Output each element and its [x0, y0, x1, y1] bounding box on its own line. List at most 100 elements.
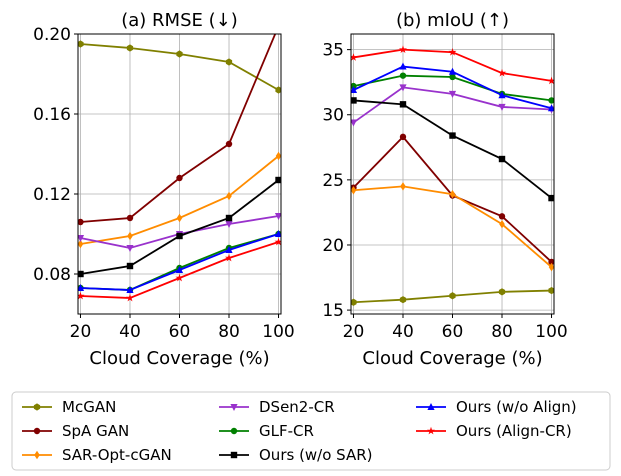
- legend-marker-swatch: [33, 427, 41, 435]
- miou-point-dsen2-cr: [399, 84, 407, 92]
- miou-point-sar-opt-cgan: [548, 262, 554, 272]
- rmse-point-ours-w-o-sar: [176, 232, 183, 240]
- miou-point-mcgan: [399, 296, 407, 304]
- legend-label: McGAN: [62, 398, 116, 416]
- rmse-point-spa-gan: [78, 218, 84, 226]
- legend-label: SAR-Opt-cGAN: [62, 446, 172, 464]
- miou-xtick-label: 60: [442, 322, 464, 342]
- legend-entry-mcgan: McGAN: [22, 398, 116, 416]
- rmse-point-ours-w-o-align: [175, 266, 184, 273]
- legend-marker-swatch: [230, 404, 238, 411]
- miou-point-ours-w-o-align: [547, 104, 554, 112]
- rmse-xtick-label: 80: [218, 322, 240, 342]
- miou-point-ours-w-o-align: [448, 67, 457, 75]
- miou-point-sar-opt-cgan: [400, 182, 406, 191]
- miou-point-ours-w-o-align: [351, 86, 358, 93]
- rmse-point-ours-align-cr: [78, 291, 85, 300]
- rmse-point-spa-gan: [126, 214, 134, 222]
- rmse-point-ours-align-cr: [274, 237, 281, 246]
- rmse-xtick-label: 20: [70, 322, 92, 342]
- miou-point-sar-opt-cgan: [499, 219, 505, 229]
- legend-entry-sar-opt-cgan: SAR-Opt-cGAN: [22, 446, 172, 464]
- miou-ytick-label: 35: [322, 41, 344, 61]
- legend-entry-spa-gan: SpA GAN: [22, 422, 129, 440]
- rmse-point-ours-align-cr: [225, 253, 234, 262]
- legend-marker-swatch: [230, 427, 238, 435]
- legend-label: SpA GAN: [62, 422, 129, 440]
- legend-box: [11, 391, 611, 471]
- miou-point-mcgan: [449, 292, 456, 300]
- miou-xtick-label: 40: [392, 322, 414, 342]
- legend-items: McGAN SpA GAN SAR-Opt-cGAN DSen2-CR GLF-CR Ou…: [22, 398, 577, 464]
- miou-point-glf-cr: [351, 82, 357, 90]
- rmse-ticks: 20 40 60 80 100 0.08 0.12 0.16 0.20: [33, 25, 295, 342]
- rmse-panel: 20 40 60 80 100 0.08 0.12 0.16 0.20 (a) RMSE (↓)…: [33, 10, 295, 369]
- rmse-point-ours-align-cr: [125, 293, 134, 302]
- miou-point-sar-opt-cgan: [449, 189, 456, 199]
- miou-ytick-label: 20: [322, 236, 344, 256]
- rmse-point-sar-opt-cgan: [78, 239, 84, 249]
- miou-point-ours-align-cr: [398, 45, 407, 54]
- rmse-ytick-label: 0.20: [33, 25, 71, 45]
- rmse-title: (a) RMSE (↓): [121, 10, 237, 31]
- miou-xlabel: Cloud Coverage (%): [362, 348, 542, 369]
- rmse-xtick-label: 40: [119, 322, 141, 342]
- miou-ytick-label: 15: [322, 301, 344, 321]
- miou-point-mcgan: [498, 288, 506, 296]
- miou-point-glf-cr: [548, 97, 554, 104]
- rmse-point-mcgan: [275, 86, 281, 94]
- rmse-point-dsen2-cr: [78, 235, 85, 242]
- legend-marker-swatch: [33, 403, 41, 411]
- miou-point-sar-opt-cgan: [351, 186, 357, 195]
- rmse-point-ours-w-o-align: [126, 286, 134, 293]
- miou-point-dsen2-cr: [351, 119, 358, 127]
- miou-xtick-label: 80: [491, 322, 513, 342]
- rmse-point-sar-opt-cgan: [176, 213, 183, 223]
- rmse-ytick-label: 0.12: [33, 185, 71, 205]
- legend-marker-swatch: [34, 450, 40, 460]
- rmse-point-dsen2-cr: [274, 213, 281, 220]
- rmse-ytick-label: 0.16: [33, 105, 71, 125]
- rmse-ytick-label: 0.08: [33, 265, 71, 285]
- miou-point-ours-w-o-sar: [498, 155, 506, 163]
- rmse-point-ours-w-o-sar: [126, 262, 134, 270]
- legend-label: Ours (Align-CR): [456, 422, 572, 440]
- miou-point-ours-align-cr: [448, 48, 457, 56]
- legend-label: DSen2-CR: [259, 398, 335, 416]
- rmse-point-dsen2-cr: [126, 245, 134, 252]
- legend-marker-swatch: [230, 451, 238, 459]
- legend: McGAN SpA GAN SAR-Opt-cGAN DSen2-CR GLF-CR Ou…: [11, 391, 611, 471]
- rmse-point-sar-opt-cgan: [275, 151, 281, 161]
- rmse-point-ours-align-cr: [175, 273, 184, 282]
- legend-label: Ours (w/o Align): [456, 398, 577, 416]
- rmse-point-ours-w-o-sar: [225, 214, 233, 222]
- miou-point-ours-w-o-sar: [399, 101, 407, 108]
- rmse-point-spa-gan: [176, 174, 183, 182]
- rmse-point-ours-w-o-align: [78, 284, 85, 291]
- rmse-point-spa-gan: [275, 23, 281, 29]
- rmse-point-ours-w-o-align: [274, 230, 281, 237]
- rmse-series: [78, 23, 281, 302]
- rmse-point-mcgan: [225, 58, 233, 66]
- rmse-point-mcgan: [176, 50, 183, 58]
- miou-ytick-label: 25: [322, 171, 344, 191]
- miou-point-ours-w-o-align: [399, 62, 407, 70]
- miou-point-dsen2-cr: [498, 103, 506, 111]
- rmse-xtick-label: 100: [262, 322, 294, 342]
- miou-point-ours-w-o-sar: [548, 194, 554, 202]
- rmse-point-sar-opt-cgan: [226, 191, 232, 201]
- miou-point-ours-w-o-sar: [351, 97, 357, 104]
- rmse-xtick-label: 60: [169, 322, 191, 342]
- miou-point-glf-cr: [399, 72, 407, 79]
- miou-point-ours-align-cr: [351, 53, 358, 61]
- legend-entry-ours-w-o-align: Ours (w/o Align): [416, 398, 577, 416]
- rmse-point-ours-w-o-sar: [78, 270, 84, 278]
- rmse-point-sar-opt-cgan: [127, 231, 133, 241]
- miou-point-ours-w-o-sar: [449, 132, 456, 139]
- legend-entry-glf-cr: GLF-CR: [219, 422, 314, 440]
- legend-marker-swatch: [427, 403, 435, 410]
- rmse-xlabel: Cloud Coverage (%): [89, 348, 269, 369]
